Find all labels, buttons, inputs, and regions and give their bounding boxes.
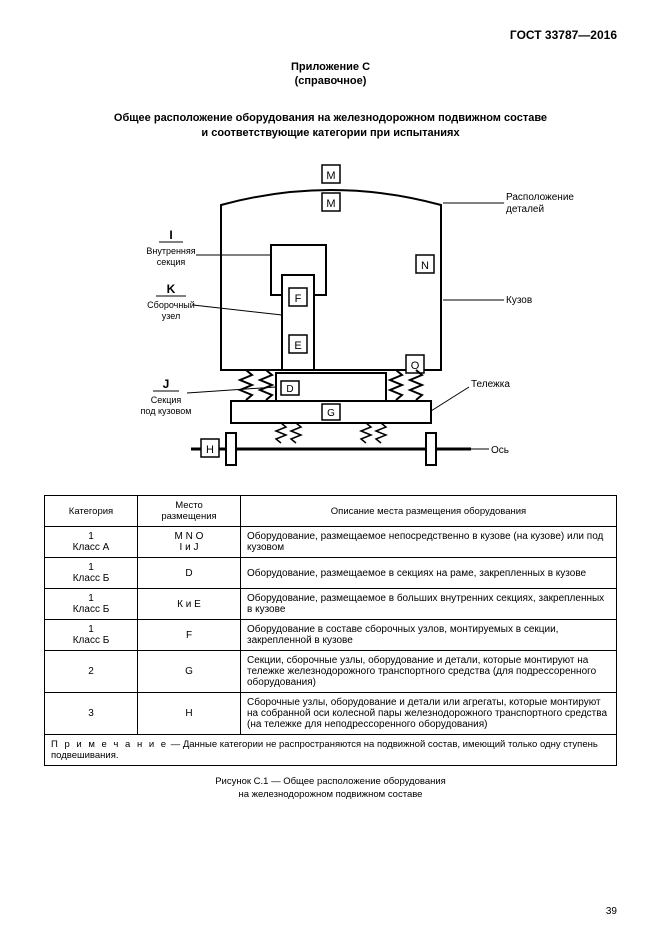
figure-caption: Рисунок С.1 — Общее расположение оборудо… — [44, 776, 617, 801]
box-O: O — [410, 360, 419, 372]
category-table: Категория Место размещения Описание мест… — [44, 495, 617, 766]
title-line2: и соответствующие категории при испытани… — [201, 127, 459, 139]
box-M1: M — [326, 170, 335, 182]
label-J-2: под кузовом — [140, 406, 191, 416]
caption-line1: Рисунок С.1 — Общее расположение оборудо… — [215, 776, 446, 787]
caption-line2: на железнодорожном подвижном составе — [239, 789, 423, 800]
diagram-container: F E M M N O — [44, 155, 617, 485]
label-I-2: секция — [156, 257, 185, 267]
box-H: H — [206, 444, 214, 456]
th-place: Место размещения — [138, 496, 241, 527]
label-right-top2: деталей — [506, 204, 544, 215]
label-bogie: Тележка — [471, 379, 510, 390]
label-J-1: Секция — [150, 395, 181, 405]
label-K-letter: K — [166, 282, 175, 296]
box-G: G — [327, 408, 335, 419]
table-body: 1Класс А M N OI и J Оборудование, размещ… — [45, 527, 617, 766]
label-K-1: Сборочный — [147, 300, 195, 310]
standard-code: ГОСТ 33787—2016 — [44, 28, 617, 42]
table-row: 2 G Секции, сборочные узлы, оборудование… — [45, 651, 617, 693]
label-I-letter: I — [169, 228, 172, 242]
section-title: Общее расположение оборудования на желез… — [44, 111, 617, 142]
box-F: F — [294, 293, 301, 305]
appendix-heading: Приложение С (справочное) — [44, 60, 617, 89]
th-desc: Описание места размещения оборудования — [241, 496, 617, 527]
label-J-letter: J — [162, 377, 169, 391]
equipment-diagram: F E M M N O — [71, 155, 591, 485]
box-E: E — [294, 340, 301, 352]
table-row: 3 H Сборочные узлы, оборудование и детал… — [45, 693, 617, 735]
table-row: 1Класс Б D Оборудование, размещаемое в с… — [45, 558, 617, 589]
table-row: 1Класс Б К и Е Оборудование, размещаемое… — [45, 589, 617, 620]
th-category: Категория — [45, 496, 138, 527]
document-page: ГОСТ 33787—2016 Приложение С (справочное… — [0, 0, 661, 935]
table-row: 1Класс Б F Оборудование в составе сбороч… — [45, 620, 617, 651]
appendix-line2: (справочное) — [295, 75, 367, 87]
table-note-row: П р и м е ч а н и е — Данные категории н… — [45, 735, 617, 766]
box-M2: M — [326, 198, 335, 210]
box-N: N — [421, 260, 429, 272]
table-row: 1Класс А M N OI и J Оборудование, размещ… — [45, 527, 617, 558]
page-number: 39 — [606, 906, 617, 917]
box-D: D — [286, 384, 293, 395]
label-K-2: узел — [161, 311, 179, 321]
note-label: П р и м е ч а н и е — [51, 739, 168, 750]
title-line1: Общее расположение оборудования на желез… — [114, 112, 547, 124]
label-axle: Ось — [491, 445, 509, 456]
label-right-top1: Расположение — [506, 192, 574, 203]
label-body: Кузов — [506, 295, 532, 306]
appendix-line1: Приложение С — [291, 61, 370, 73]
label-I-1: Внутренняя — [146, 246, 195, 256]
